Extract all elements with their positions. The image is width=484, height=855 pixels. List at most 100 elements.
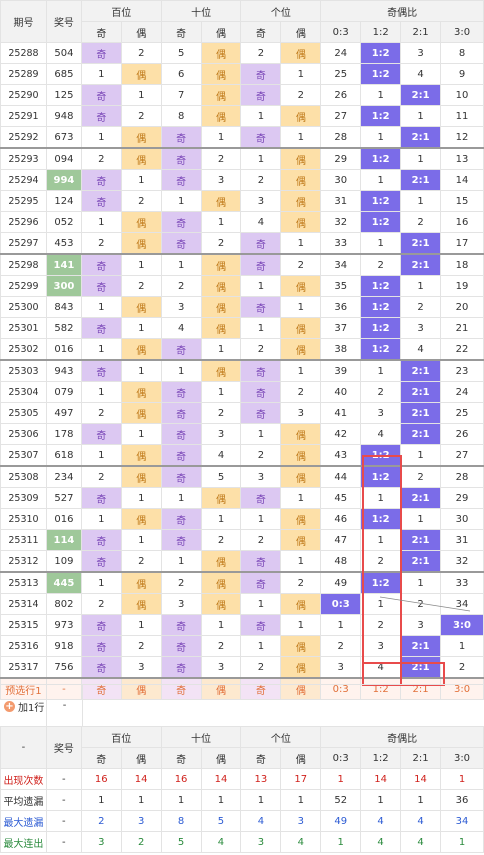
digit-cell: 2 [280, 84, 322, 106]
preselect-cell[interactable]: 偶 [280, 677, 322, 700]
digit-cell: 偶 [200, 42, 242, 64]
stats-value: 1 [80, 789, 122, 811]
preselect-cell[interactable]: 1:2 [360, 677, 402, 700]
draw-row: 25293 094 2 偶奇 2 1 偶 29 1:2 1 13 [0, 147, 484, 170]
period-cell: 25296 [0, 211, 47, 233]
ratio-cell: 4 [400, 338, 442, 361]
ratio-cell: 0:3 [320, 593, 362, 615]
draw-row: 25306 178 奇 1 奇 3 1 偶 42 4 2:1 26 [0, 423, 484, 445]
draw-row: 25309 527 奇 1 1 偶奇 1 45 1 2:1 29 [0, 487, 484, 509]
ratio-cell: 25 [320, 63, 362, 85]
period-cell: 25305 [0, 402, 47, 424]
ratio-cell: 1 [360, 487, 402, 509]
stats-value: 1 [320, 768, 362, 790]
ratio-cell: 2 [400, 296, 442, 318]
digit-cell: 2 [240, 529, 282, 551]
preselect-cell[interactable]: 偶 [200, 677, 242, 700]
ratio-cell: 34 [320, 253, 362, 276]
ratio-cell: 3:0 [440, 614, 484, 636]
ratio-cell: 38 [320, 338, 362, 361]
prize-cell: 052 [45, 211, 82, 233]
preselect-cell[interactable]: 奇 [240, 677, 282, 700]
digit-cell: 偶 [120, 508, 162, 530]
stats-value: 1 [200, 789, 242, 811]
draw-row: 25301 582 奇 1 4 偶 1 偶 37 1:2 3 21 [0, 317, 484, 339]
digit-cell: 1 [160, 359, 202, 382]
ratio-cell: 20 [440, 296, 484, 318]
digit-cell: 1 [80, 571, 122, 594]
draw-row: 25300 843 1 偶 3 偶奇 1 36 1:2 2 20 [0, 296, 484, 318]
digit-cell: 偶 [280, 656, 322, 679]
ratio-cell: 1 [360, 593, 402, 615]
prize-cell: 527 [45, 487, 82, 509]
ratio-cell: 11 [440, 105, 484, 127]
stats-value: 1 [320, 831, 362, 853]
stats-value: 49 [320, 810, 362, 832]
ratio-cell: 43 [320, 444, 362, 467]
digit-cell: 奇 [240, 614, 282, 636]
stats-value: 14 [360, 768, 402, 790]
ratio-cell: 41 [320, 402, 362, 424]
stats-value: 1 [280, 789, 322, 811]
digit-cell: 3 [120, 656, 162, 679]
digit-cell: 奇 [80, 84, 122, 106]
prize-cell: 685 [45, 63, 82, 85]
ratio-cell: 1:2 [360, 317, 402, 339]
prize-cell: 178 [45, 423, 82, 445]
digit-cell: 奇 [160, 211, 202, 233]
draw-row: 25296 052 1 偶奇 1 4 偶 32 1:2 2 16 [0, 211, 484, 233]
digit-cell: 奇 [80, 423, 122, 445]
ratio-cell: 1:2 [360, 147, 402, 170]
digit-cell: 奇 [160, 147, 202, 170]
ratio-cell: 1:2 [360, 465, 402, 488]
digit-cell: 奇 [80, 487, 122, 509]
preselect-cell[interactable]: 2:1 [400, 677, 442, 700]
ratio-cell: 22 [440, 338, 484, 361]
ratio-cell: 26 [440, 423, 484, 445]
preselect-cell[interactable]: 3:0 [440, 677, 484, 700]
digit-cell: 偶 [200, 190, 242, 212]
ratio-cell: 1:2 [360, 296, 402, 318]
ratio-cell: 16 [440, 211, 484, 233]
prize-cell: 453 [45, 232, 82, 255]
digit-cell: 偶 [120, 126, 162, 149]
add-row-button[interactable]: + 加1行 [4, 699, 44, 714]
preselect-cell[interactable]: 奇 [80, 677, 122, 700]
ratio-cell: 2:1 [400, 253, 442, 276]
period-cell: 25297 [0, 232, 47, 255]
ratio-cell: 2:1 [400, 359, 442, 382]
stats-value: 4 [280, 831, 322, 853]
odd-header: 奇 [160, 747, 202, 769]
preselect-row[interactable]: 预选行1- 奇偶奇偶奇偶 0:3 1:2 2:1 3:0 [0, 677, 484, 700]
digit-cell: 1 [280, 296, 322, 318]
prize-cell: 300 [45, 275, 82, 297]
ratio-cell: 18 [440, 253, 484, 276]
preselect-cell[interactable]: 奇 [160, 677, 202, 700]
digit-cell: 1 [160, 487, 202, 509]
period-header[interactable]: 期号 [0, 0, 47, 43]
digit-cell: 奇 [80, 550, 122, 573]
stats-value: 1 [240, 789, 282, 811]
stats-value: 1 [160, 789, 202, 811]
ratio-cell: 1 [360, 359, 402, 382]
digit-cell: 1 [120, 614, 162, 636]
digit-cell: 1 [80, 508, 122, 530]
digit-cell: 2 [200, 232, 242, 255]
digit-cell: 奇 [80, 253, 122, 276]
stats-value: 14 [200, 768, 242, 790]
ratio-cell: 9 [440, 63, 484, 85]
draw-row: 25297 453 2 偶奇 2 奇 1 33 1 2:1 17 [0, 232, 484, 255]
digit-cell: 偶 [280, 465, 322, 488]
preselect-label: 预选行1 [0, 677, 47, 700]
preselect-cell[interactable]: 偶 [120, 677, 162, 700]
digit-cell: 偶 [120, 593, 162, 615]
prize-cell: 973 [45, 614, 82, 636]
stats-value: 1 [360, 789, 402, 811]
period-cell: 25300 [0, 296, 47, 318]
stats-value: 1 [440, 768, 484, 790]
digit-cell: 1 [280, 359, 322, 382]
preselect-cell[interactable]: 0:3 [320, 677, 362, 700]
ratio-cell: 42 [320, 423, 362, 445]
ratio-cell: 10 [440, 84, 484, 106]
even-header: 偶 [200, 21, 242, 43]
